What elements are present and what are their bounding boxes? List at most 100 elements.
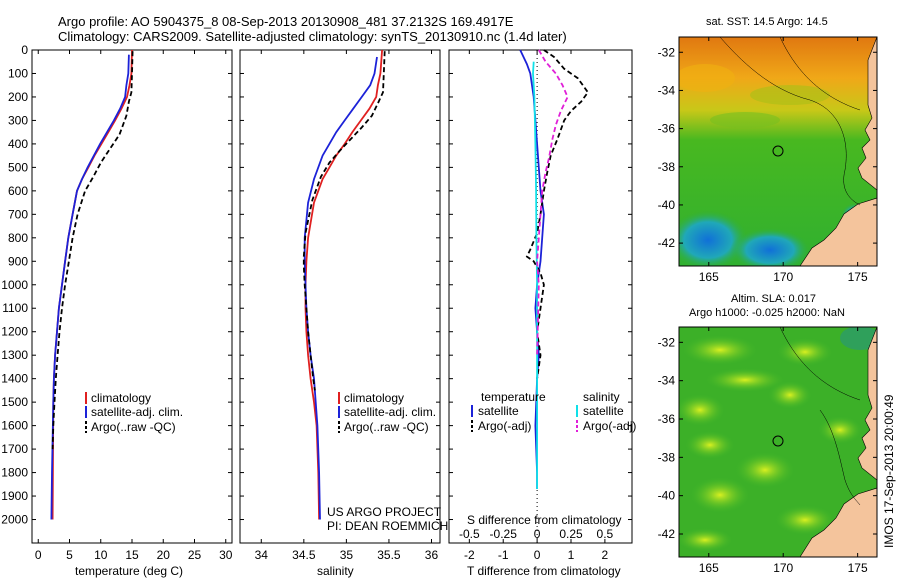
- salinity-legend: climatology satellite-adj. clim. Argo(..…: [338, 391, 436, 434]
- x-tick-label: 2: [602, 548, 609, 562]
- sla-map-frame: [678, 326, 878, 558]
- x-tick-label: 1: [568, 548, 575, 562]
- y-tick-label: 200: [8, 90, 28, 104]
- x-tick-label: 34: [255, 548, 269, 562]
- map-y-tick-label: -36: [658, 122, 676, 136]
- sla-float-marker: [772, 435, 784, 447]
- y-tick-label: 1500: [1, 395, 28, 409]
- y-tick-label: 1800: [1, 466, 28, 480]
- x-tick-label: 25: [188, 548, 202, 562]
- series-line-satellite-adj-clim-: [50, 54, 130, 520]
- y-tick-label: 1100: [2, 301, 28, 315]
- top-x-tick-label: 0.25: [559, 527, 583, 541]
- difference-legend-salinity: salinity satellite Argo(-adj): [576, 390, 636, 433]
- map-x-tick-label: 170: [773, 270, 793, 284]
- map-y-tick-label: -32: [658, 335, 676, 349]
- temperature-plot: 0100200300400500600700800900100011001200…: [1, 43, 232, 562]
- legend-temperature-title: temperature: [481, 390, 546, 404]
- x-tick-label: 0: [534, 548, 541, 562]
- legend-salinity-title: salinity: [583, 390, 620, 404]
- x-tick-label: 5: [66, 548, 73, 562]
- map-x-tick-label: 175: [848, 270, 868, 284]
- series-line-satellite-adj-clim-: [303, 56, 378, 520]
- difference-panel-frame: [448, 49, 633, 544]
- y-tick-label: 500: [8, 160, 28, 174]
- legend-climatology-label: climatology: [91, 391, 151, 405]
- map-y-tick-label: -34: [658, 83, 676, 97]
- sla-map: Altim. SLA: 0.017 Argo h1000: -0.025 h20…: [678, 293, 878, 558]
- salinity-x-label: salinity: [317, 564, 354, 578]
- top-x-tick-label: -0.25: [490, 527, 518, 541]
- top-x-tick-label: -0.5: [459, 527, 480, 541]
- difference-x-label: T difference from climatology: [467, 564, 621, 578]
- y-tick-label: 800: [8, 231, 28, 245]
- sla-map-title-2: Argo h1000: -0.025 h2000: NaN: [689, 307, 845, 319]
- series-line-s-argo-adj-: [536, 49, 569, 356]
- map-y-tick-label: -40: [658, 489, 676, 503]
- top-x-tick-label: 0: [534, 527, 541, 541]
- x-tick-label: 15: [125, 548, 139, 562]
- y-tick-label: 1600: [1, 419, 28, 433]
- x-tick-label: 0: [35, 548, 42, 562]
- legend-s-argo-label: Argo(-adj): [583, 419, 636, 433]
- figure-title-line1: Argo profile: AO 5904375_8 08-Sep-2013 2…: [58, 14, 514, 29]
- map-y-tick-label: -32: [658, 45, 676, 59]
- y-tick-label: 1900: [1, 489, 28, 503]
- temperature-legend: climatology satellite-adj. clim. Argo(..…: [85, 391, 183, 434]
- legend-argo-label: Argo(..raw -QC): [91, 420, 176, 434]
- x-tick-label: 35.5: [377, 548, 401, 562]
- x-tick-label: 34.5: [292, 548, 316, 562]
- y-tick-label: 300: [8, 113, 28, 127]
- map-x-tick-label: 165: [699, 561, 719, 575]
- x-tick-label: 20: [157, 548, 171, 562]
- map-x-tick-label: 175: [848, 561, 868, 575]
- y-tick-label: 1400: [1, 372, 28, 386]
- legend-t-argo-label: Argo(-adj): [478, 419, 531, 433]
- salinity-plot: 34 34.5 35 35.5 36: [240, 49, 440, 562]
- legend-climatology-label: climatology: [344, 391, 404, 405]
- map-y-tick-label: -34: [658, 374, 676, 388]
- legend-satellite-label: satellite-adj. clim.: [344, 405, 436, 419]
- sst-map: sat. SST: 14.5 Argo: 14.5: [678, 16, 878, 267]
- sla-map-title-1: Altim. SLA: 0.017: [731, 293, 816, 305]
- series-line-s-satellite: [532, 61, 538, 489]
- x-tick-label: 35: [340, 548, 354, 562]
- legend-satellite-label: satellite-adj. clim.: [91, 405, 183, 419]
- y-tick-label: 1000: [1, 278, 28, 292]
- y-tick-label: 100: [8, 66, 28, 80]
- salinity-panel-frame: [239, 49, 441, 544]
- map-y-tick-label: -42: [658, 236, 676, 250]
- y-tick-label: 400: [8, 137, 28, 151]
- sst-map-frame: [678, 36, 878, 267]
- figure-title-line2: Climatology: CARS2009. Satellite-adjuste…: [58, 29, 567, 44]
- y-tick-label: 900: [8, 254, 28, 268]
- temperature-panel-frame: [31, 49, 233, 544]
- pi-annotation: PI: DEAN ROEMMICH: [327, 519, 448, 533]
- project-annotation: US ARGO PROJECT: [327, 505, 442, 519]
- map-y-tick-label: -40: [658, 198, 676, 212]
- map-y-tick-label: -42: [658, 527, 676, 541]
- x-tick-label: -2: [464, 548, 475, 562]
- temperature-x-label: temperature (deg C): [75, 564, 183, 578]
- y-tick-label: 1300: [1, 348, 28, 362]
- difference-legend-temperature: temperature satellite Argo(-adj): [471, 390, 546, 433]
- footer-stamp: IMOS 17-Sep-2013 20:00:49: [882, 394, 896, 548]
- legend-argo-label: Argo(..raw -QC): [344, 420, 429, 434]
- map-x-tick-label: 165: [699, 270, 719, 284]
- map-x-tick-label: 170: [773, 561, 793, 575]
- difference-plot: -2 -1 0 1 2 -0.5 -0.25 0 0.25 0.5: [449, 49, 632, 562]
- difference-top-axis-label: S difference from climatology: [467, 513, 622, 527]
- map-ticks: -32 -34 -36 -38 -40 -42 165 170 175 -32 -34 -36 -38 -…: [658, 37, 877, 575]
- legend-s-satellite-label: satellite: [583, 404, 624, 418]
- series-line-t-argo-adj-: [525, 49, 590, 379]
- map-y-tick-label: -38: [658, 450, 676, 464]
- y-tick-label: 2000: [1, 513, 28, 527]
- top-x-tick-label: 0.5: [597, 527, 614, 541]
- y-tick-label: 600: [8, 184, 28, 198]
- y-tick-label: 1200: [1, 325, 28, 339]
- sst-float-marker: [772, 145, 784, 157]
- y-tick-label: 1700: [1, 442, 28, 456]
- map-y-tick-label: -38: [658, 160, 676, 174]
- series-line-climatology: [304, 49, 383, 520]
